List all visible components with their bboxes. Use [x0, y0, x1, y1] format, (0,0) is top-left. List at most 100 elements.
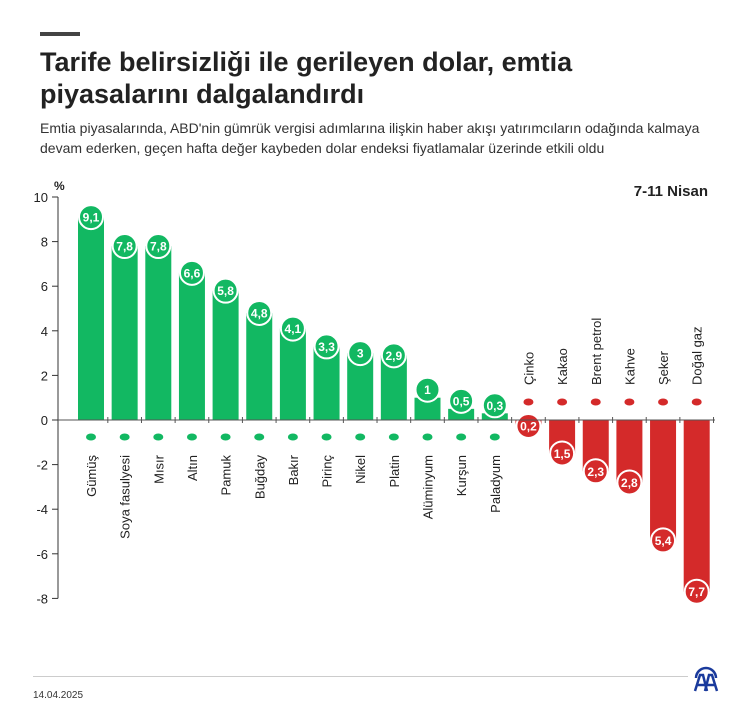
- metal-icon: [186, 433, 197, 441]
- category-label: Pirinç: [320, 455, 335, 488]
- icon-shape: [119, 433, 130, 441]
- metal-icon: [86, 433, 96, 441]
- category-label: Brent petrol: [589, 318, 604, 385]
- y-axis-unit: %: [54, 179, 65, 193]
- category-label: Doğal gaz: [690, 326, 705, 385]
- category-label: Çinko: [521, 352, 536, 385]
- value-label: 2,9: [386, 349, 403, 363]
- icon-shape: [220, 433, 231, 441]
- icon-shape: [388, 433, 399, 441]
- sugar-icon: [658, 398, 669, 406]
- metal-icon: [287, 433, 298, 441]
- bar: [279, 328, 306, 420]
- category-label: Pamuk: [219, 455, 234, 496]
- value-label: 7,7: [688, 585, 705, 599]
- icon-shape: [186, 433, 197, 441]
- footer-divider: [33, 676, 688, 677]
- oil-barrel-icon: [590, 398, 601, 406]
- category-label: Buğday: [252, 455, 267, 500]
- cotton-icon: [220, 433, 231, 441]
- value-label: 4,1: [285, 322, 302, 336]
- value-bubble: [313, 333, 340, 360]
- bar: [212, 290, 239, 420]
- icon-shape: [523, 398, 534, 406]
- metal-icon: [456, 433, 467, 441]
- soybean-icon: [119, 433, 130, 441]
- category-label: Paladyum: [488, 455, 503, 513]
- category-label: Kakao: [555, 348, 570, 385]
- value-label: 5,4: [655, 534, 672, 548]
- icon-shape: [86, 433, 96, 441]
- value-label: 1,5: [554, 447, 571, 461]
- cocoa-icon: [557, 398, 568, 406]
- coffee-bean-icon: [624, 398, 635, 406]
- metal-icon: [523, 398, 534, 406]
- category-label: Şeker: [656, 350, 671, 385]
- icon-shape: [321, 433, 332, 441]
- metal-icon: [355, 433, 366, 441]
- value-label: 0,2: [520, 420, 537, 434]
- y-tick-label: -6: [36, 547, 48, 562]
- period-label: 7-11 Nisan: [634, 183, 708, 200]
- aa-logo-icon: [693, 666, 719, 692]
- value-label: 5,8: [217, 284, 234, 298]
- value-bubble: [481, 392, 508, 419]
- value-bubble: [380, 342, 407, 369]
- bar: [246, 312, 273, 420]
- y-tick-label: -8: [36, 591, 48, 606]
- metal-icon: [489, 433, 500, 441]
- value-label: 0,3: [486, 399, 503, 413]
- value-bubble: [111, 233, 138, 260]
- category-label: Nikel: [353, 455, 368, 484]
- value-label: 7,8: [116, 240, 133, 254]
- flame-icon: [691, 398, 702, 406]
- value-label: 3,3: [318, 340, 335, 354]
- bar: [145, 246, 172, 420]
- icon-shape: [422, 433, 433, 441]
- bar: [111, 246, 138, 420]
- y-tick-label: -4: [36, 502, 48, 517]
- icon-shape: [557, 398, 568, 406]
- y-tick-label: 2: [41, 368, 48, 383]
- icon-shape: [355, 433, 366, 441]
- value-label: 9,1: [83, 211, 100, 225]
- bar: [178, 272, 205, 420]
- category-label: Soya fasulyesi: [118, 455, 133, 539]
- value-label: 2,8: [621, 476, 638, 490]
- footer-date: 14.04.2025: [33, 690, 84, 701]
- category-label: Gümüş: [84, 455, 99, 497]
- value-bubble: [582, 458, 609, 485]
- value-bubble: [145, 233, 172, 260]
- value-label: 7,8: [150, 240, 167, 254]
- bar: [78, 217, 104, 420]
- bar: [414, 397, 441, 420]
- category-label: Platin: [387, 455, 402, 488]
- value-bubble: [78, 204, 104, 231]
- category-label: Bakır: [286, 454, 301, 485]
- category-label: Alüminyum: [421, 455, 436, 519]
- metal-icon: [388, 433, 399, 441]
- value-bubble: [448, 387, 475, 414]
- y-tick-label: -2: [36, 458, 48, 473]
- value-label: 2,3: [587, 465, 604, 479]
- value-label: 3: [357, 347, 364, 361]
- metal-icon: [422, 433, 433, 441]
- category-label: Mısır: [151, 454, 166, 484]
- y-tick-label: 8: [41, 235, 48, 250]
- page-title: Tarife belirsizliği ile gerileyen dolar,…: [40, 47, 573, 109]
- wheat-icon: [254, 433, 265, 441]
- value-bubble: [683, 578, 710, 605]
- rice-icon: [321, 433, 332, 441]
- value-bubble: [616, 469, 643, 496]
- y-tick-label: 6: [41, 279, 48, 294]
- category-label: Altın: [185, 455, 200, 481]
- icon-shape: [691, 398, 702, 406]
- value-bubble: [178, 259, 205, 286]
- value-bubble: [279, 315, 306, 342]
- icon-shape: [456, 433, 467, 441]
- subtitle: Emtia piyasalarında, ABD'nin gümrük verg…: [40, 120, 700, 156]
- y-tick-label: 0: [41, 413, 48, 428]
- bar: [650, 420, 677, 541]
- value-bubble: [347, 340, 374, 367]
